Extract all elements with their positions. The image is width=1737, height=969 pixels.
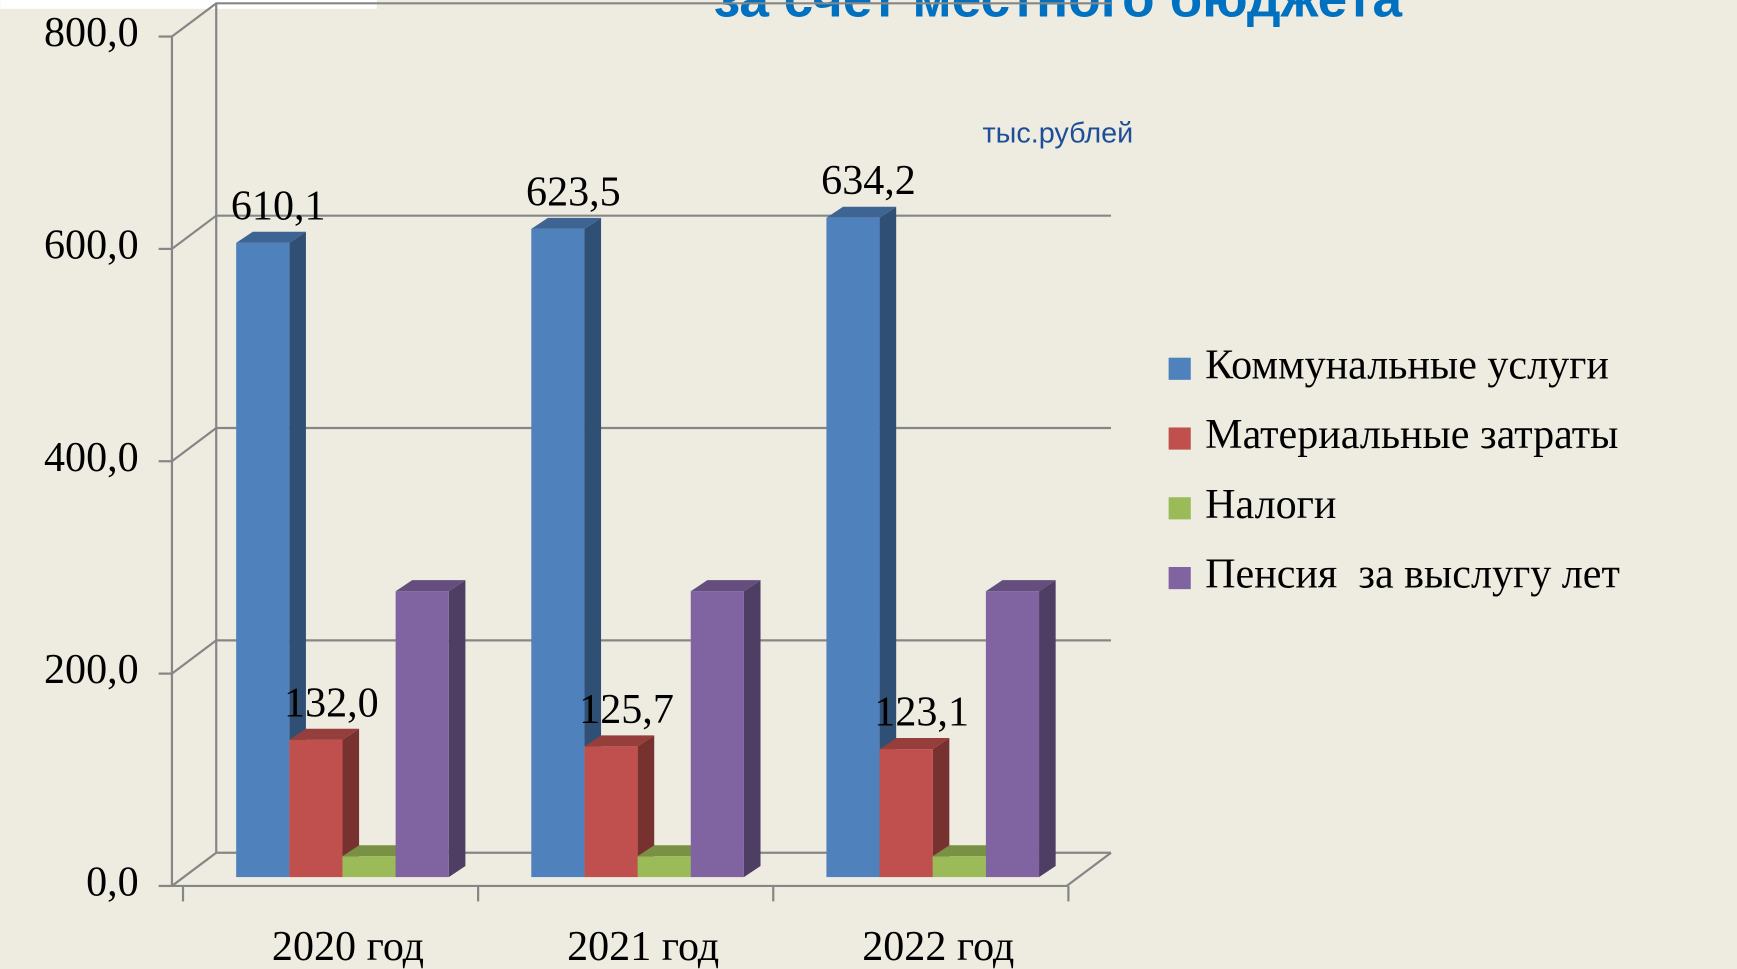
- bar-side: [342, 728, 360, 878]
- x-tick-label: 2022 год: [862, 924, 1014, 969]
- x-tick-label: 2020 год: [272, 924, 424, 969]
- bar-top: [985, 580, 1056, 592]
- bar: [826, 217, 880, 878]
- legend-swatch: [1168, 497, 1191, 520]
- bar-top: [826, 206, 897, 218]
- header-strip: [0, 0, 377, 9]
- bar-top: [637, 845, 708, 857]
- bar: [531, 228, 585, 878]
- bar: [879, 749, 933, 878]
- bar: [584, 746, 638, 878]
- bar-side: [932, 738, 950, 878]
- bar: [690, 591, 744, 878]
- y-tick-label: 200,0: [44, 647, 139, 693]
- bar: [637, 856, 691, 878]
- bar-top: [289, 728, 360, 740]
- legend-label: Коммунальные услуги: [1205, 342, 1609, 388]
- y-tick-label: 400,0: [44, 435, 139, 481]
- bar-top: [236, 231, 306, 243]
- grid-line: [171, 214, 1112, 250]
- legend-swatch: [1168, 427, 1191, 450]
- value-label: 125,7: [579, 687, 674, 733]
- legend-swatch: [1168, 357, 1191, 380]
- legend-label: Пенсия за выслугу лет: [1205, 552, 1620, 598]
- grid-line: [171, 426, 1112, 463]
- bar-top: [584, 735, 655, 747]
- bar-top: [531, 217, 602, 229]
- bar: [395, 591, 449, 878]
- value-label: 623,5: [526, 169, 621, 215]
- grid-line: [171, 639, 1112, 675]
- bar-side: [637, 735, 655, 878]
- value-label: 132,0: [284, 680, 379, 726]
- bar-top: [932, 845, 1003, 857]
- bar-top: [395, 580, 466, 592]
- bar-top: [879, 738, 950, 750]
- y-tick-label: 600,0: [44, 223, 139, 269]
- grid-line: [171, 851, 1112, 887]
- unit-label: тыс.рублей: [983, 118, 1134, 150]
- bar-side: [289, 231, 306, 878]
- legend-label: Налоги: [1205, 482, 1336, 528]
- grid-line: [171, 2, 1112, 38]
- value-label: 123,1: [874, 690, 969, 736]
- bar-top: [690, 580, 761, 592]
- chart-title: за счет местного бюджета: [714, 0, 1403, 28]
- x-tick-label: 2021 год: [567, 924, 719, 969]
- y-tick-label: 800,0: [44, 10, 139, 56]
- bar-top: [342, 845, 413, 857]
- bar: [342, 856, 396, 878]
- bar: [236, 242, 290, 878]
- bar: [289, 739, 343, 878]
- legend-swatch: [1168, 567, 1191, 590]
- legend-label: Материальные затраты: [1205, 412, 1618, 458]
- y-tick-label: 0,0: [86, 860, 139, 906]
- bar: [985, 591, 1040, 878]
- bar-side: [1039, 580, 1056, 878]
- bar-side: [743, 580, 761, 878]
- bar-side: [448, 580, 466, 878]
- floor-edge: [171, 851, 1112, 888]
- bar: [932, 856, 986, 878]
- bar-side: [584, 217, 602, 878]
- bar-side: [879, 206, 897, 878]
- value-label: 634,2: [821, 158, 916, 204]
- value-label: 610,1: [231, 183, 326, 229]
